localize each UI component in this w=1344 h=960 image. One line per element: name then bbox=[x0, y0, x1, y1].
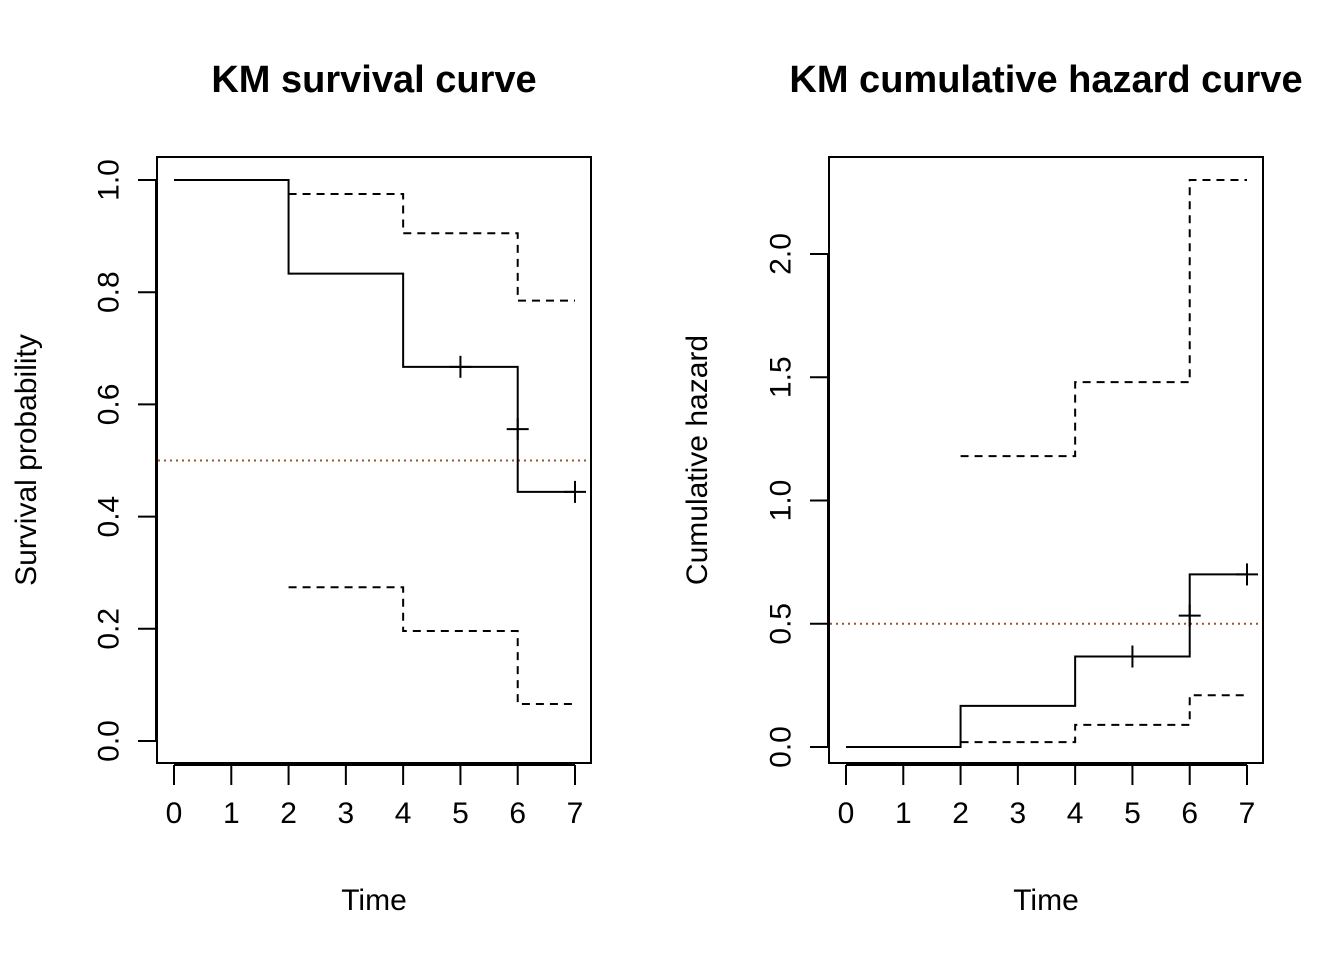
plot-frame bbox=[828, 156, 1264, 764]
series-estimate-line bbox=[846, 573, 1247, 748]
x-tick-label: 3 bbox=[338, 797, 355, 830]
cumulative-hazard-panel: KM cumulative hazard curve Time Cumulati… bbox=[681, 59, 1303, 917]
x-tick-label: 6 bbox=[509, 797, 526, 830]
y-tick-label: 0.8 bbox=[93, 271, 126, 313]
survival-curve-panel: KM survival curve Time Survival probabil… bbox=[10, 59, 592, 917]
x-tick-label: 7 bbox=[567, 797, 584, 830]
x-tick-label: 1 bbox=[223, 797, 240, 830]
series-upper-line bbox=[288, 193, 575, 302]
series-estimate-line bbox=[174, 179, 575, 493]
y-tick-label: 0.6 bbox=[93, 384, 126, 426]
x-tick-label: 4 bbox=[395, 797, 412, 830]
chart-title: KM cumulative hazard curve bbox=[789, 59, 1302, 101]
x-tick-label: 7 bbox=[1239, 797, 1256, 830]
y-tick-label: 0.0 bbox=[93, 720, 126, 762]
chart-title: KM survival curve bbox=[211, 59, 536, 101]
series-lower-line bbox=[960, 694, 1247, 744]
series-upper-line bbox=[960, 179, 1247, 458]
plot-marks: 0 1 2 3 4 5 6 7 0.0 0.2 0.4 0.6 0.8 1.0 bbox=[93, 159, 590, 830]
x-tick-label: 4 bbox=[1067, 797, 1084, 830]
x-tick-label: 0 bbox=[166, 797, 183, 830]
x-tick-label: 0 bbox=[838, 797, 855, 830]
x-tick-label: 5 bbox=[1124, 797, 1141, 830]
x-tick-label: 6 bbox=[1181, 797, 1198, 830]
x-tick-label: 2 bbox=[280, 797, 297, 830]
x-axis-label: Time bbox=[341, 884, 407, 917]
y-tick-label: 0.4 bbox=[93, 496, 126, 538]
y-tick-label: 1.5 bbox=[765, 356, 798, 398]
y-axis-label: Survival probability bbox=[10, 334, 43, 586]
x-tick-label: 3 bbox=[1010, 797, 1027, 830]
y-tick-label: 0.5 bbox=[765, 603, 798, 645]
y-tick-label: 0.2 bbox=[93, 608, 126, 650]
x-tick-label: 1 bbox=[895, 797, 912, 830]
x-tick-label: 5 bbox=[452, 797, 469, 830]
y-tick-label: 0.0 bbox=[765, 726, 798, 768]
y-axis-label: Cumulative hazard bbox=[681, 335, 714, 585]
x-tick-label: 2 bbox=[952, 797, 969, 830]
y-tick-label: 2.0 bbox=[765, 233, 798, 275]
x-axis-label: Time bbox=[1013, 884, 1079, 917]
y-tick-label: 1.0 bbox=[93, 159, 126, 201]
plot-marks: 0 1 2 3 4 5 6 7 0.0 0.5 1.0 1.5 2.0 bbox=[765, 179, 1262, 830]
series-lower-line bbox=[288, 586, 575, 705]
y-tick-label: 1.0 bbox=[765, 480, 798, 522]
